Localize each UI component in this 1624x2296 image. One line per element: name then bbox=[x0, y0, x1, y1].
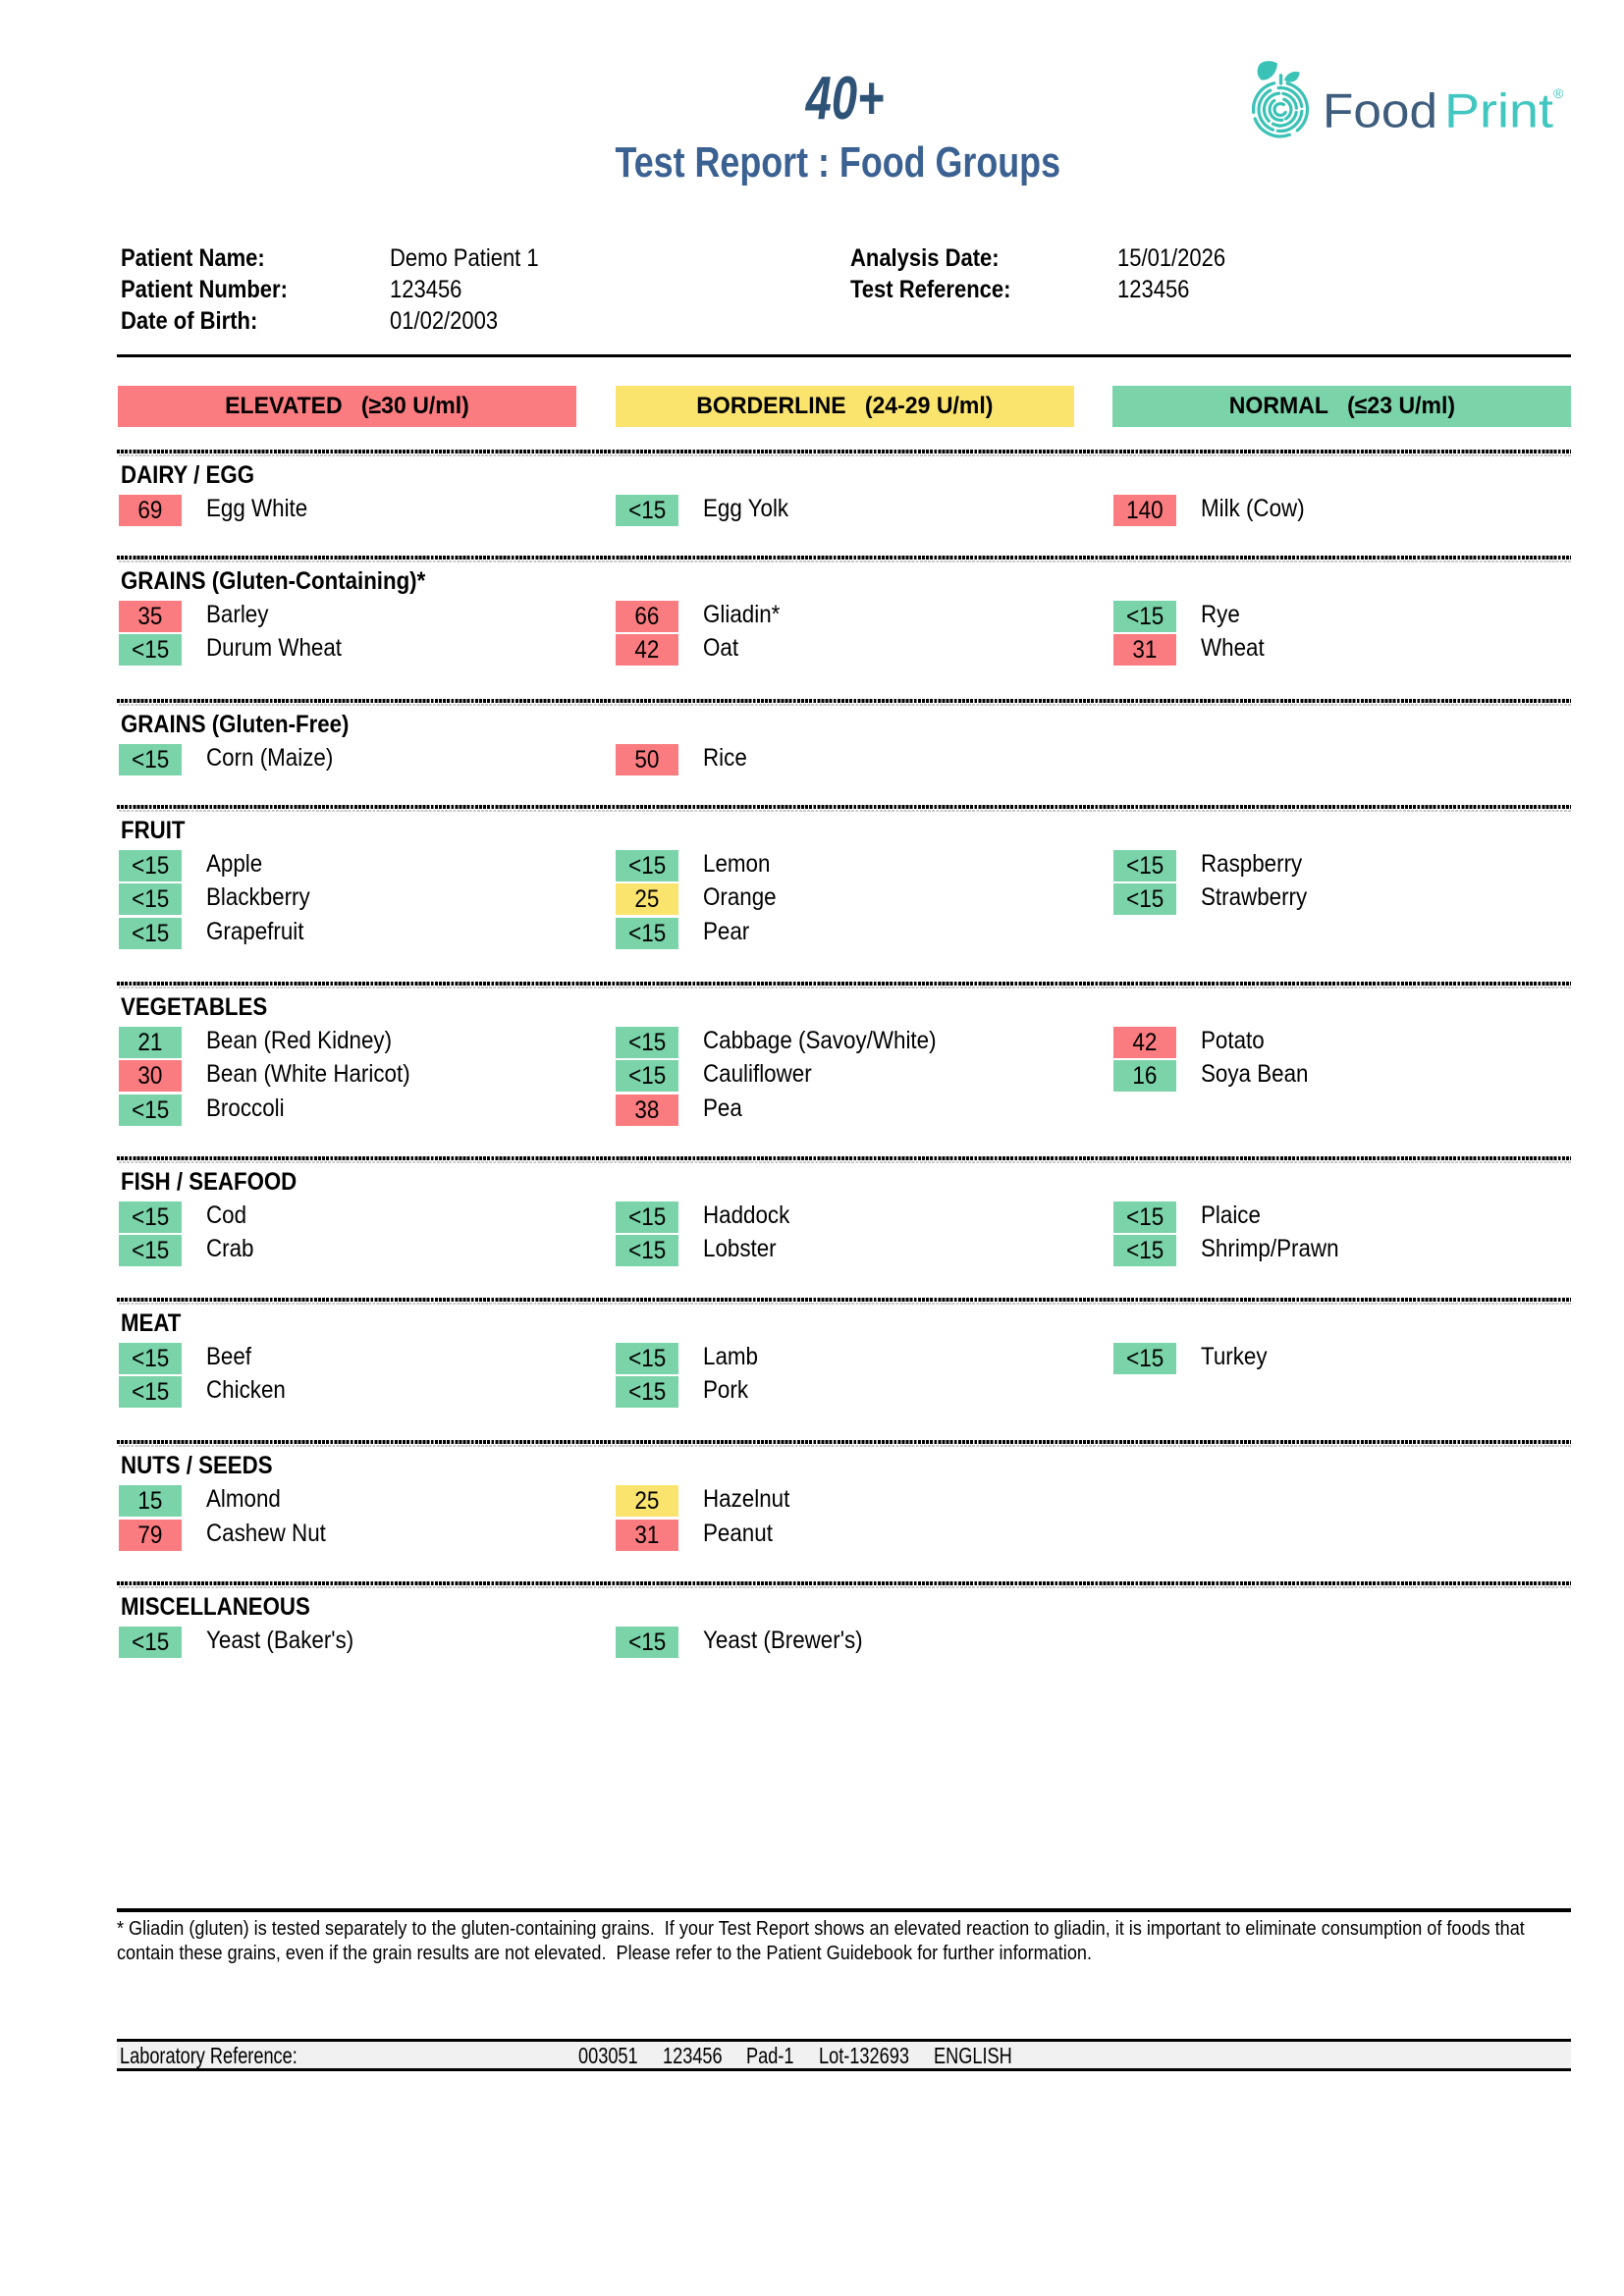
svg-text:Print: Print bbox=[1444, 85, 1553, 138]
svg-text:Food: Food bbox=[1323, 85, 1437, 138]
svg-text:®: ® bbox=[1553, 85, 1564, 101]
